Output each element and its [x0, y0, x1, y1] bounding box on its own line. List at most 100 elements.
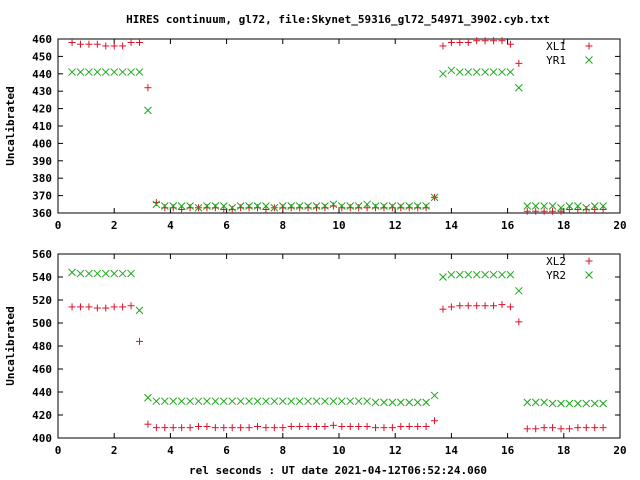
- data-point-xl1: [346, 204, 354, 212]
- data-point-yr2: [447, 270, 456, 279]
- legend-label-yr1: YR1: [546, 54, 566, 67]
- y-tick-label: 500: [32, 317, 52, 330]
- data-point-xl2: [574, 424, 582, 432]
- data-point-yr1: [422, 202, 430, 210]
- data-point-xl2: [220, 424, 228, 432]
- data-point-yr1: [228, 203, 237, 212]
- data-point-xl1: [110, 42, 118, 50]
- data-point-yr1: [236, 202, 245, 210]
- data-point-yr1: [380, 202, 388, 210]
- data-point-yr2: [68, 268, 76, 277]
- data-point-yr2: [144, 393, 152, 402]
- data-point-xl2: [431, 417, 439, 425]
- data-point-xl2: [119, 303, 127, 311]
- data-point-xl2: [169, 424, 177, 432]
- data-point-yr1: [110, 68, 119, 76]
- data-point-xl2: [178, 424, 186, 432]
- data-point-yr2: [337, 397, 346, 406]
- data-point-yr2: [127, 269, 135, 278]
- data-point-xl2: [237, 424, 245, 432]
- data-point-xl2: [565, 425, 573, 433]
- data-point-xl2: [388, 424, 396, 432]
- x-tick-label: 4: [167, 219, 174, 232]
- data-point-yr1: [211, 202, 220, 210]
- legend-marker-xl1: [585, 42, 593, 50]
- data-point-yr1: [245, 202, 253, 210]
- x-tick-label: 16: [501, 219, 515, 232]
- data-point-yr2: [489, 270, 498, 279]
- data-point-yr2: [211, 397, 220, 406]
- data-point-yr1: [312, 202, 321, 210]
- x-tick-label: 10: [332, 444, 345, 457]
- chart-title: HIRES continuum, gl72, file:Skynet_59316…: [126, 13, 550, 26]
- data-point-yr2: [287, 397, 296, 406]
- y-tick-label: 460: [32, 363, 52, 376]
- data-point-xl1: [254, 204, 262, 212]
- data-point-xl1: [397, 204, 405, 212]
- data-point-xl2: [582, 424, 590, 432]
- data-point-xl1: [203, 204, 211, 212]
- x-tick-label: 2: [111, 219, 118, 232]
- data-point-xl1: [220, 206, 228, 214]
- legend-marker-yr1: [585, 56, 593, 64]
- data-point-xl1: [456, 38, 464, 46]
- data-point-xl1: [464, 38, 472, 46]
- x-tick-label: 4: [167, 444, 174, 457]
- data-point-xl1: [363, 204, 371, 212]
- data-point-xl1: [599, 206, 607, 214]
- data-point-yr2: [228, 397, 237, 406]
- data-point-yr1: [135, 68, 144, 76]
- upper-y-axis-label: Uncalibrated: [4, 86, 17, 165]
- data-point-yr1: [186, 202, 194, 210]
- lower-legend: XL2 YR2: [546, 255, 593, 282]
- data-point-xl2: [599, 424, 607, 432]
- y-tick-label: 420: [32, 409, 52, 422]
- data-point-xl2: [211, 424, 219, 432]
- data-point-yr2: [565, 399, 574, 408]
- data-point-yr2: [186, 397, 194, 406]
- y-tick-label: 360: [32, 207, 52, 220]
- data-point-xl1: [532, 207, 540, 215]
- data-point-xl2: [287, 423, 295, 430]
- data-point-yr2: [85, 269, 93, 278]
- data-point-yr2: [380, 398, 388, 407]
- data-point-yr1: [160, 202, 169, 210]
- y-tick-label: 380: [32, 172, 52, 185]
- data-point-yr2: [110, 269, 119, 278]
- upper-ticks: 0 2 4 6 8 10 12 14 16 18 20 360 370 380 390 400 410 420 43…: [32, 33, 627, 232]
- data-point-xl1: [304, 204, 312, 212]
- data-point-yr1: [455, 68, 464, 76]
- x-tick-label: 2: [111, 444, 118, 457]
- data-point-yr2: [439, 273, 447, 281]
- data-point-yr1: [219, 202, 228, 210]
- data-point-yr2: [160, 397, 169, 406]
- data-point-yr2: [278, 397, 287, 406]
- y-tick-label: 400: [32, 432, 52, 445]
- data-point-yr1: [194, 203, 203, 212]
- data-point-yr1: [523, 202, 532, 210]
- data-point-xl1: [228, 206, 236, 214]
- data-point-xl2: [540, 424, 548, 432]
- data-point-yr1: [270, 203, 279, 212]
- data-point-yr2: [540, 398, 548, 407]
- data-point-xl1: [127, 38, 135, 46]
- data-point-yr1: [388, 202, 397, 210]
- data-point-xl2: [422, 423, 430, 430]
- data-point-xl2: [186, 424, 194, 432]
- data-point-yr2: [270, 397, 279, 406]
- data-point-xl2: [161, 424, 169, 432]
- legend-marker-xl2: [585, 257, 593, 265]
- data-point-xl2: [532, 425, 540, 433]
- x-tick-label: 12: [389, 444, 402, 457]
- data-point-xl2: [195, 423, 202, 430]
- data-point-yr1: [85, 68, 93, 76]
- y-tick-label: 520: [32, 294, 52, 307]
- legend-label-xl2: XL2: [546, 255, 566, 268]
- data-point-yr2: [590, 399, 599, 408]
- data-point-xl2: [313, 423, 321, 430]
- data-point-yr2: [506, 270, 515, 279]
- data-point-xl1: [422, 204, 430, 212]
- data-point-yr2: [548, 399, 557, 408]
- data-point-xl2: [439, 305, 447, 313]
- data-point-yr1: [540, 202, 548, 210]
